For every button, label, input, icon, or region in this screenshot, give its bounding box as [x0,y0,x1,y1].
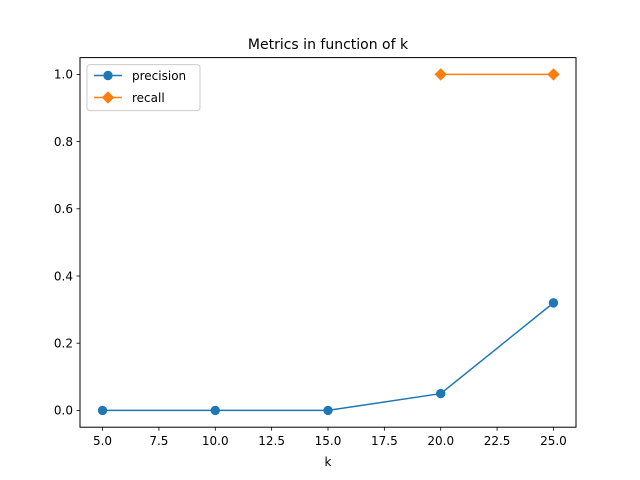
x-tick-label: 15.0 [315,434,342,448]
x-tick-label: 10.0 [202,434,229,448]
recall-point [547,68,560,81]
y-tick-label: 0.4 [54,269,73,283]
precision-point [436,388,446,399]
legend-item-recall: recall [94,91,165,105]
x-tick-label: 7.5 [149,434,168,448]
series-recall [434,68,560,81]
plot-frame [79,57,577,428]
precision-point [210,405,220,416]
precision-point [97,405,108,416]
precision-point [548,298,559,308]
y-tick-label: 0.2 [54,337,73,351]
y-axis-ticks: 0.0 0.2 0.4 0.6 0.8 1.0 [54,68,80,418]
x-axis-ticks: 5.0 7.5 10.0 12.5 15.0 17.5 20.0 22.5 25.0 [93,427,567,448]
legend-label: precision [132,69,186,83]
x-tick-label: 20.0 [427,434,454,448]
legend-label: recall [132,91,165,105]
chart-title: Metrics in function of k [248,37,409,53]
precision-line [102,302,554,412]
y-tick-label: 0.0 [54,404,73,418]
x-tick-label: 12.5 [258,434,285,448]
x-tick-label: 25.0 [540,434,567,448]
x-tick-label: 17.5 [371,434,398,448]
legend-item-precision: precision [94,69,186,83]
y-tick-label: 1.0 [54,68,73,82]
y-tick-label: 0.6 [54,202,73,216]
recall-point [434,68,447,81]
y-tick-label: 0.8 [54,135,73,149]
series-precision [97,298,559,416]
legend-swatch-marker [103,70,113,81]
series-layer [97,68,560,416]
x-tick-label: 22.5 [484,434,511,448]
legend-swatch-marker [101,91,115,104]
x-axis-label: k [325,455,332,469]
precision-point [323,405,333,416]
x-tick-label: 5.0 [93,434,112,448]
legend: precision recall [86,64,201,112]
